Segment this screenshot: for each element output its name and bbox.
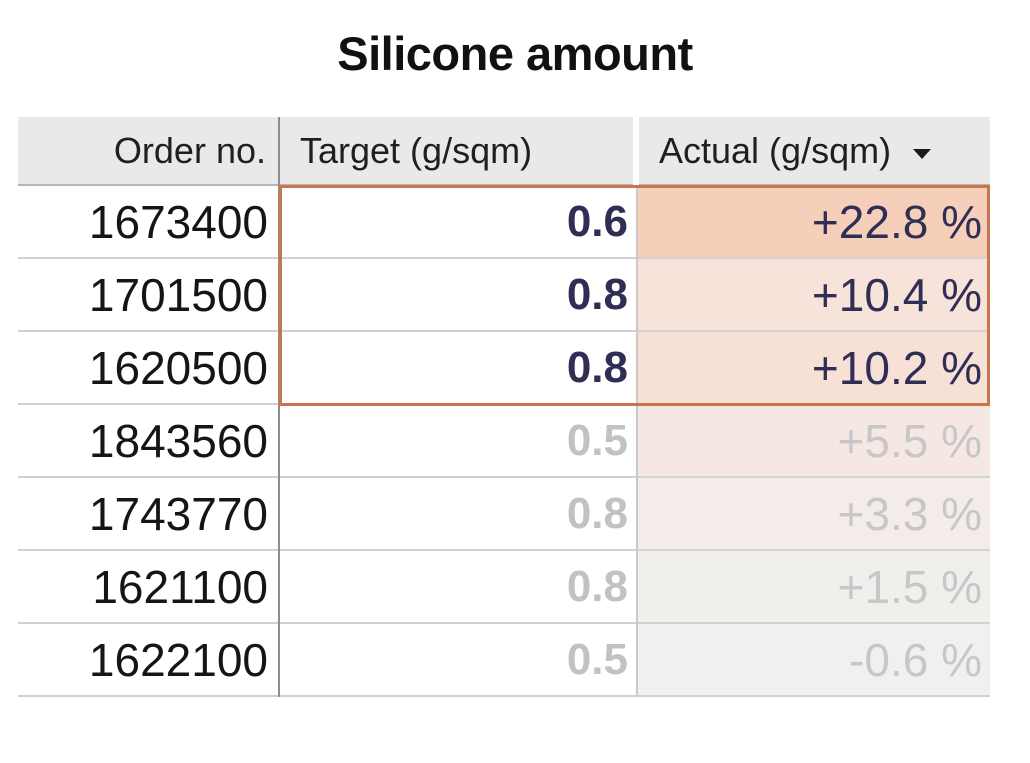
actual-cell[interactable]: +1.5 % xyxy=(637,551,990,622)
column-header-order-no-label: Order no. xyxy=(113,129,266,171)
actual-cell[interactable]: -0.6 % xyxy=(637,624,990,695)
actual-cell[interactable]: +22.8 % xyxy=(637,186,990,257)
target-cell[interactable]: 0.8 xyxy=(566,342,628,392)
actual-cell[interactable]: +10.2 % xyxy=(637,332,990,403)
order-no-cell[interactable]: 1843560 xyxy=(88,414,268,467)
target-cell[interactable]: 0.5 xyxy=(566,634,628,684)
table-row: 1622100 0.5 -0.6 % xyxy=(18,624,990,697)
target-cell[interactable]: 0.5 xyxy=(566,415,628,465)
table-row: 1621100 0.8 +1.5 % xyxy=(18,551,990,624)
column-divider-order-target xyxy=(278,117,280,697)
order-no-cell[interactable]: 1620500 xyxy=(88,341,268,394)
table-row: 1701500 0.8 +10.4 % xyxy=(18,259,990,332)
table-header: Order no. Target (g/sqm) Actual (g/sqm) xyxy=(18,117,990,186)
actual-cell[interactable]: +3.3 % xyxy=(637,478,990,549)
actual-cell[interactable]: +5.5 % xyxy=(637,405,990,476)
column-header-actual-label: Actual (g/sqm) xyxy=(659,129,892,171)
target-cell[interactable]: 0.8 xyxy=(566,561,628,611)
header-column-gap xyxy=(633,117,639,186)
sort-descending-icon[interactable] xyxy=(913,148,932,159)
page-title: Silicone amount xyxy=(337,27,693,80)
actual-cell[interactable]: +10.4 % xyxy=(637,259,990,330)
target-cell[interactable]: 0.6 xyxy=(566,196,628,246)
target-cell[interactable]: 0.8 xyxy=(566,488,628,538)
column-header-actual[interactable]: Actual (g/sqm) xyxy=(637,117,990,184)
order-no-cell[interactable]: 1673400 xyxy=(88,195,268,248)
orders-table: Order no. Target (g/sqm) Actual (g/sqm) … xyxy=(18,117,990,697)
column-header-target[interactable]: Target (g/sqm) xyxy=(280,117,637,184)
table-row: 1620500 0.8 +10.2 % xyxy=(18,332,990,405)
table-row: 1843560 0.5 +5.5 % xyxy=(18,405,990,478)
table-row: 1673400 0.6 +22.8 % xyxy=(18,186,990,259)
table-row: 1743770 0.8 +3.3 % xyxy=(18,478,990,551)
order-no-cell[interactable]: 1701500 xyxy=(88,268,268,321)
order-no-cell[interactable]: 1622100 xyxy=(88,633,268,686)
order-no-cell[interactable]: 1743770 xyxy=(88,487,268,540)
column-header-order-no[interactable]: Order no. xyxy=(18,117,280,184)
column-header-target-label: Target (g/sqm) xyxy=(300,129,533,171)
column-divider-target-actual xyxy=(636,186,638,697)
target-cell[interactable]: 0.8 xyxy=(566,269,628,319)
order-no-cell[interactable]: 1621100 xyxy=(92,560,268,613)
